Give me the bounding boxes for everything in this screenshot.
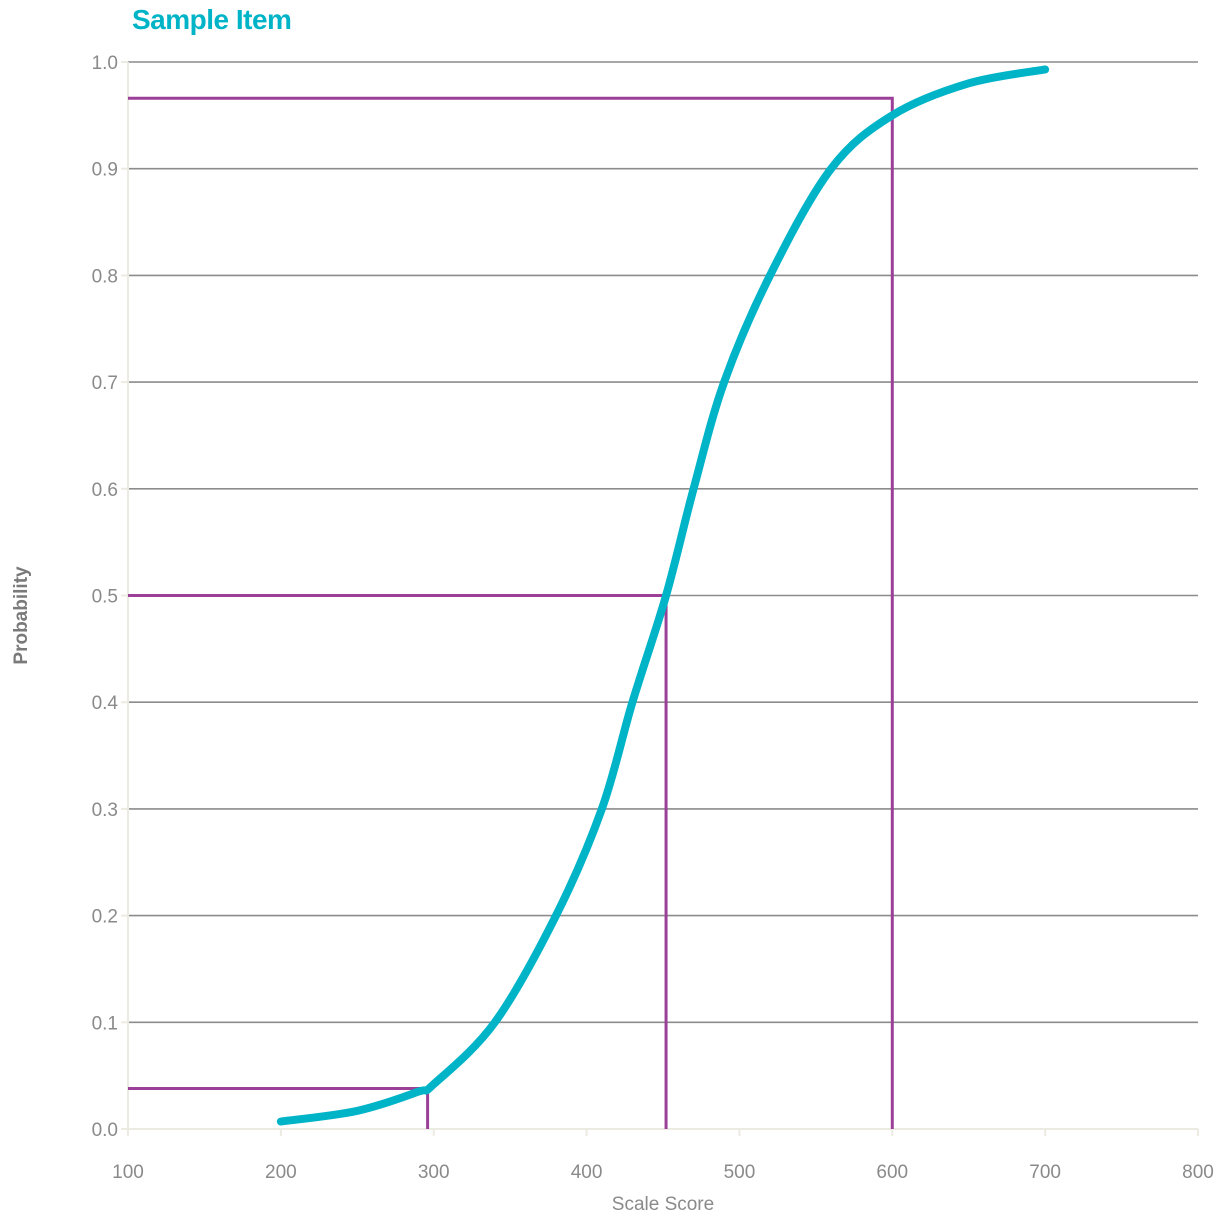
probability-curve bbox=[276, 65, 1050, 1126]
x-tick-label: 600 bbox=[876, 1162, 908, 1183]
x-tick-label: 700 bbox=[1029, 1162, 1061, 1183]
y-tick-label: 0.1 bbox=[92, 1013, 118, 1034]
x-tick-label: 400 bbox=[571, 1162, 603, 1183]
y-tick-label: 0.5 bbox=[92, 587, 118, 608]
x-tick-label: 500 bbox=[724, 1162, 756, 1183]
y-tick-label: 0.4 bbox=[92, 693, 119, 714]
grid-lines bbox=[128, 61, 1198, 1024]
x-tick-label: 800 bbox=[1182, 1162, 1214, 1183]
axes bbox=[121, 61, 1199, 1136]
x-tick-label: 100 bbox=[112, 1162, 144, 1183]
y-tick-label: 0.8 bbox=[92, 266, 118, 287]
y-tick-label: 0.6 bbox=[92, 480, 118, 501]
x-tick-labels: 100 200 300 400 500 600 700 800 bbox=[112, 1162, 1214, 1183]
y-tick-label: 0.7 bbox=[92, 373, 118, 394]
curve-layer bbox=[276, 65, 1050, 1126]
y-tick-labels: 0.0 0.1 0.2 0.3 0.4 0.5 0.6 0.7 0.8 0.9 1.0 bbox=[92, 53, 119, 1141]
y-axis-title: Probability bbox=[11, 566, 32, 665]
x-tick-label: 300 bbox=[418, 1162, 450, 1183]
x-axis-title: Scale Score bbox=[612, 1194, 714, 1215]
y-tick-label: 0.9 bbox=[92, 160, 118, 181]
reference-line bbox=[128, 96, 894, 1129]
y-tick-label: 0.0 bbox=[92, 1120, 118, 1141]
x-tick-label: 200 bbox=[265, 1162, 297, 1183]
y-tick-label: 0.2 bbox=[92, 907, 118, 928]
reference-line bbox=[128, 594, 668, 1129]
y-tick-label: 1.0 bbox=[92, 53, 118, 74]
chart-title: Sample Item bbox=[132, 4, 292, 35]
y-tick-label: 0.3 bbox=[92, 800, 118, 821]
